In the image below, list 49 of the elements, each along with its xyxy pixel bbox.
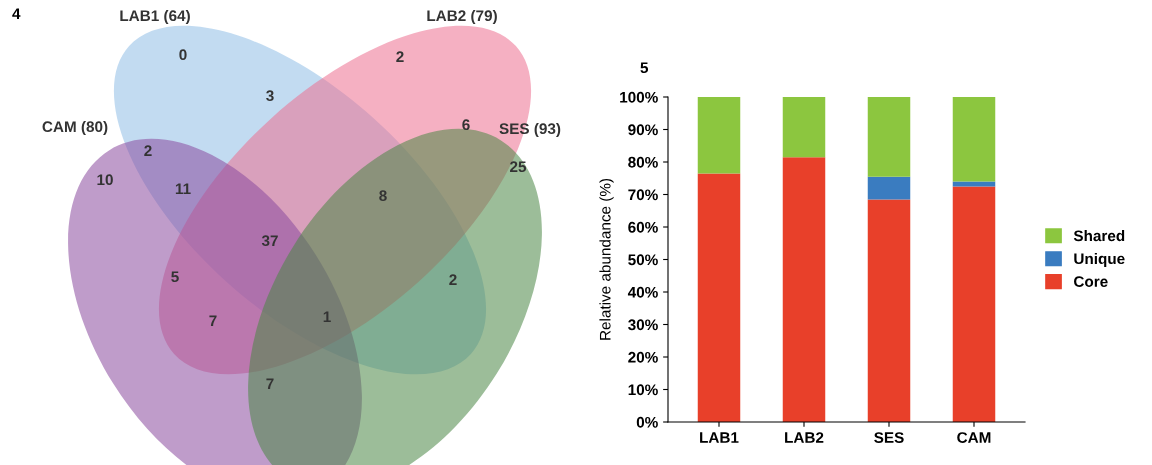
y-tick-label: 30% [628,319,658,331]
text: 1 [323,311,331,322]
text: 25 [510,161,527,173]
legend-label: Unique [1074,252,1125,268]
text: 7 [209,315,217,326]
text: 37 [261,235,278,247]
bar [952,186,996,422]
legend-label: Shared [1073,230,1125,242]
bar [867,199,911,422]
text: 0 [179,49,187,61]
text: 6 [462,119,470,131]
y-tick-label: 40% [627,286,658,298]
bar [697,97,741,174]
bar [697,173,741,422]
x-tick-label: LAB2 [785,432,824,443]
y-tick-label: 10% [628,384,658,396]
text: 3 [266,90,274,102]
text: 2 [449,274,457,285]
x-tick-label: LAB1 [700,432,739,443]
text: CAM (80) [42,120,108,136]
bar [867,176,911,200]
y-tick-label: 90% [628,124,658,136]
y-tick-label: 0% [636,416,658,428]
x-tick-label: CAM [957,432,991,443]
y-axis-title: Relative abundance (%) [599,178,614,340]
y-tick-label: 70% [628,189,658,201]
text: 5 [171,271,179,283]
text: 4 [12,8,21,19]
text: 2 [144,145,152,156]
y-tick-label: 80% [628,156,658,168]
text: 2 [396,51,404,62]
y-tick-label: 50% [628,254,658,266]
bar [867,97,911,177]
y-tick-label: 20% [628,351,658,363]
bar [782,157,826,422]
text: LAB2 (79) [427,9,497,25]
bar [782,97,826,158]
text: LAB1 (64) [120,9,190,25]
text: 7 [266,378,274,389]
text: SES (93) [499,122,561,138]
text: 11 [175,183,191,194]
y-tick-label: 60% [628,221,658,233]
text: 10 [97,174,113,186]
bar [952,97,996,182]
x-tick-label: SES [874,432,904,443]
text: 8 [379,190,387,202]
y-tick-label: 100% [620,91,658,103]
chart-title: 5 [640,62,649,74]
legend-label: Core [1074,276,1108,287]
